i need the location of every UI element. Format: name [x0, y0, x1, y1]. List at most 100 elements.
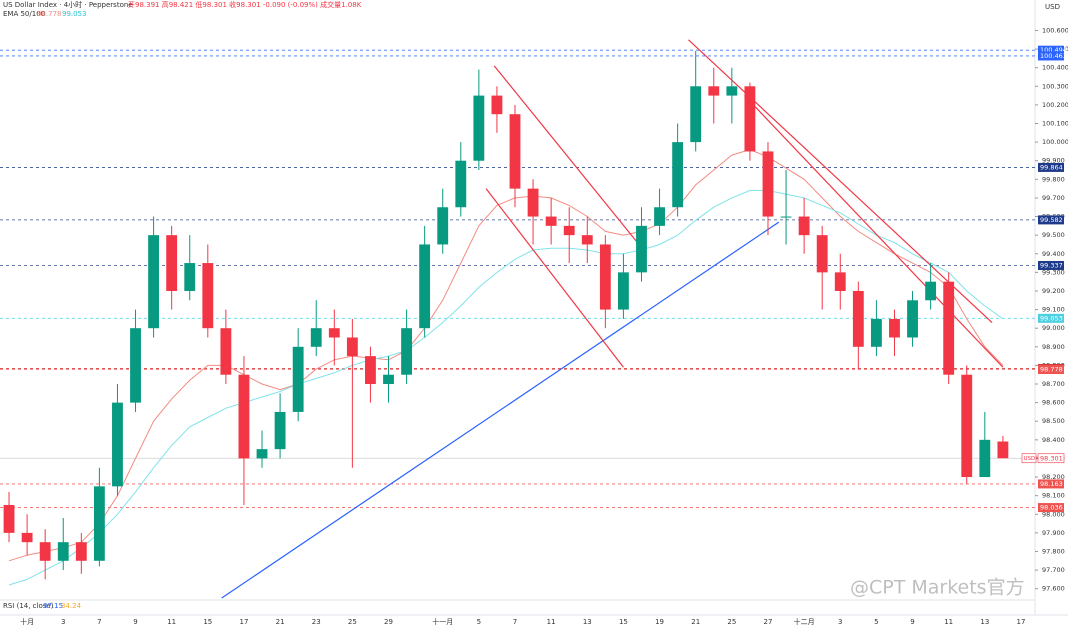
ema-line	[8, 190, 1004, 586]
candle-body	[166, 235, 178, 291]
candle-body	[256, 449, 268, 459]
y-tick-label: 98.100	[1042, 492, 1065, 500]
currency-label: USD	[1045, 3, 1060, 11]
x-tick-label: 19	[655, 618, 664, 626]
watermark: @CPT Markets官方	[850, 577, 1025, 599]
candle-body	[563, 225, 575, 236]
price-label: 99.053	[1040, 314, 1063, 322]
candle-body	[636, 225, 647, 273]
candle-body	[401, 328, 412, 375]
candle-body	[112, 402, 123, 487]
y-tick-label: 97.900	[1042, 529, 1065, 537]
candle-body	[383, 374, 394, 385]
price-label: 98.163	[1040, 480, 1063, 488]
x-tick-label: 十月	[20, 617, 34, 626]
y-tick-label: 98.200	[1042, 473, 1065, 481]
candle-body	[527, 188, 539, 217]
y-tick-label: 99.100	[1042, 306, 1065, 314]
y-tick-label: 98.700	[1042, 380, 1065, 388]
candle-body	[708, 86, 720, 96]
candle-body	[925, 281, 937, 301]
price-label: 99.337	[1040, 261, 1063, 269]
x-tick-label: 17	[239, 618, 248, 626]
candle-body	[907, 300, 918, 338]
candle-body	[672, 142, 684, 208]
candle-body	[599, 244, 611, 310]
price-tag	[1021, 453, 1037, 464]
x-tick-label: 25	[348, 618, 357, 626]
y-tick-label: 99.800	[1042, 175, 1065, 183]
price-label-bg	[1038, 479, 1064, 489]
x-tick-label: 15	[619, 618, 628, 626]
candle-body	[39, 542, 51, 561]
candle-body	[961, 374, 973, 478]
candle-body	[744, 86, 756, 152]
y-tick-label: 99.200	[1042, 287, 1065, 295]
trendline	[688, 39, 993, 324]
trendline	[485, 188, 624, 368]
candle-body	[75, 542, 87, 561]
x-tick-label: 11	[944, 618, 953, 626]
price-label-bg	[1038, 51, 1064, 61]
y-tick-label: 100.000	[1042, 138, 1068, 146]
candle-body	[21, 532, 33, 543]
price-label-bg	[1038, 162, 1064, 172]
trendline	[493, 65, 640, 245]
candle-body	[455, 160, 467, 208]
candle-body	[238, 374, 250, 459]
x-tick-label: 17	[1017, 618, 1026, 626]
candle-body	[93, 486, 105, 561]
rsi-value: 37.15	[43, 602, 63, 610]
x-tick-label: 29	[384, 618, 393, 626]
candle-body	[310, 328, 322, 347]
x-tick-label: 5	[874, 618, 878, 626]
candle-body	[780, 216, 792, 218]
candle-body	[889, 318, 900, 338]
x-tick-label: 11	[167, 618, 176, 626]
trendline	[221, 221, 780, 599]
candle-body	[491, 95, 503, 115]
x-tick-label: 23	[312, 618, 321, 626]
candle-body	[870, 318, 882, 347]
price-label-bg	[1038, 364, 1064, 374]
candle-body	[473, 95, 485, 161]
y-tick-label: 99.700	[1042, 194, 1065, 202]
y-tick-label: 98.000	[1042, 510, 1065, 518]
y-tick-label: 97.800	[1042, 547, 1065, 555]
candle-body	[834, 272, 846, 291]
price-label: 100.494	[1040, 46, 1067, 54]
chart-title: US Dollar Index · 4小时 · Pepperstone	[3, 0, 133, 9]
candle-body	[726, 86, 738, 96]
x-tick-label: 7	[97, 618, 101, 626]
candle-body	[184, 263, 196, 291]
x-tick-label: 15	[203, 618, 212, 626]
indicator-value: 98.778	[37, 10, 62, 18]
price-label: 98.778	[1040, 365, 1063, 373]
rsi-label: RSI (14, close)	[3, 602, 54, 610]
candle-body	[328, 328, 340, 338]
y-tick-label: 97.700	[1042, 566, 1065, 574]
x-tick-label: 5	[477, 618, 481, 626]
candle-body	[943, 281, 955, 375]
y-tick-label: 99.400	[1042, 250, 1065, 258]
candle-body	[57, 542, 69, 561]
y-tick-label: 100.600	[1042, 26, 1068, 34]
price-label: 99.582	[1040, 216, 1063, 224]
price-label-bg	[1038, 260, 1064, 270]
price-tag-label: USDX	[1024, 456, 1040, 462]
y-tick-label: 100.300	[1042, 82, 1068, 90]
y-tick-label: 100.100	[1042, 120, 1068, 128]
candle-body	[852, 290, 864, 347]
candle-body	[346, 337, 358, 357]
x-tick-label: 21	[691, 618, 700, 626]
indicator-label: EMA 50/100	[3, 10, 45, 18]
candle-body	[690, 86, 702, 143]
x-tick-label: 21	[276, 618, 285, 626]
ema-line	[8, 149, 1004, 562]
x-tick-label: 3	[61, 618, 65, 626]
indicator-value: 99.053	[62, 10, 87, 18]
x-tick-label: 9	[133, 618, 137, 626]
y-tick-label: 97.600	[1042, 585, 1065, 593]
x-tick-label: 十二月	[794, 617, 815, 626]
x-tick-label: 25	[727, 618, 736, 626]
